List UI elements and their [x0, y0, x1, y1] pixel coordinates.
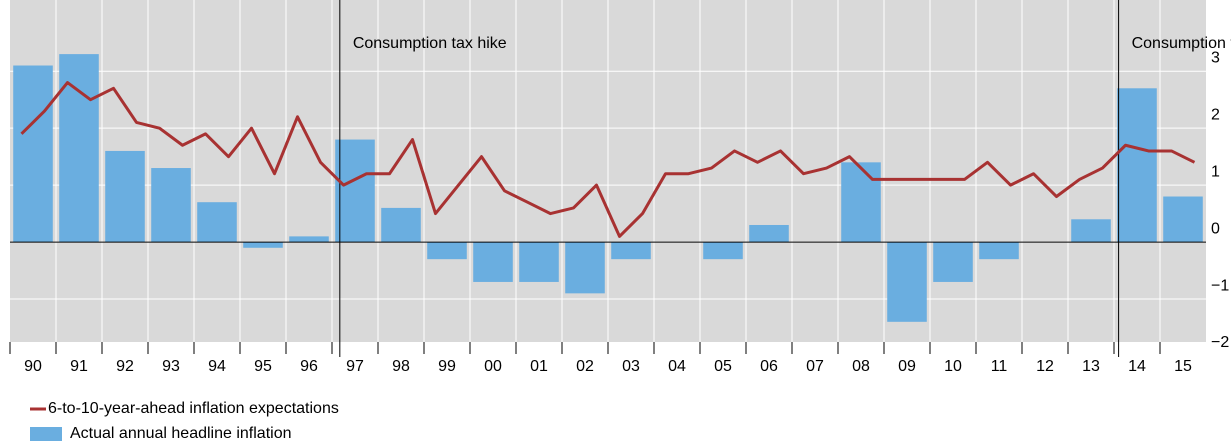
y-tick-label: −1	[1211, 277, 1229, 294]
y-tick-label: 0	[1211, 220, 1220, 237]
x-tick-label: 02	[576, 358, 594, 375]
x-tick-label: 93	[162, 358, 180, 375]
x-tick-label: 04	[668, 358, 686, 375]
x-tick-label: 11	[991, 358, 1008, 375]
x-tick-label: 94	[208, 358, 226, 375]
x-tick-label: 92	[116, 358, 134, 375]
x-tick-label: 05	[714, 358, 732, 375]
x-tick-label: 06	[760, 358, 778, 375]
annotation-label: Consumption tax hike	[1132, 35, 1231, 52]
bar	[979, 242, 1019, 260]
x-tick-label: 07	[806, 358, 824, 375]
y-tick-label: −2	[1211, 334, 1229, 351]
legend-swatch	[30, 427, 62, 441]
y-tick-label: 2	[1211, 106, 1220, 123]
bar	[197, 202, 237, 243]
x-tick-label: 09	[898, 358, 916, 375]
x-tick-label: 98	[392, 358, 410, 375]
bar	[335, 139, 375, 243]
x-tick-label: 91	[70, 358, 88, 375]
x-tick-label: 12	[1036, 358, 1054, 375]
bar	[13, 65, 53, 243]
bar	[381, 207, 421, 243]
bar	[933, 242, 973, 282]
x-tick-label: 13	[1082, 358, 1100, 375]
x-tick-label: 01	[530, 358, 548, 375]
bar	[59, 54, 99, 243]
bar	[841, 162, 881, 243]
x-tick-label: 15	[1174, 358, 1192, 375]
x-tick-label: 90	[24, 358, 42, 375]
bar	[1071, 219, 1111, 243]
legend-label: Actual annual headline inflation	[70, 425, 292, 442]
x-tick-label: 00	[484, 358, 502, 375]
x-tick-label: 10	[944, 358, 962, 375]
x-tick-label: 96	[300, 358, 318, 375]
x-tick-label: 08	[852, 358, 870, 375]
legend-label: 6-to-10-year-ahead inflation expectation…	[48, 400, 339, 417]
bar	[1117, 88, 1157, 243]
bar	[887, 242, 927, 322]
bar	[427, 242, 467, 260]
bar	[749, 224, 789, 243]
bar	[289, 236, 329, 243]
bar	[565, 242, 605, 294]
line	[20, 81, 1196, 238]
bar	[1163, 196, 1203, 243]
bar	[243, 242, 283, 248]
y-tick-label: 1	[1211, 163, 1220, 180]
bar	[151, 168, 191, 243]
x-tick-label: 99	[438, 358, 456, 375]
bar	[611, 242, 651, 260]
bar	[519, 242, 559, 282]
x-tick-label: 97	[346, 358, 364, 375]
x-tick-label: 03	[622, 358, 640, 375]
annotation-label: Consumption tax hike	[353, 35, 507, 52]
bar	[703, 242, 743, 260]
x-tick-label: 95	[254, 358, 272, 375]
bar	[473, 242, 513, 282]
x-tick-label: 14	[1128, 358, 1146, 375]
y-tick-label: 3	[1211, 49, 1220, 66]
bar	[105, 150, 145, 243]
